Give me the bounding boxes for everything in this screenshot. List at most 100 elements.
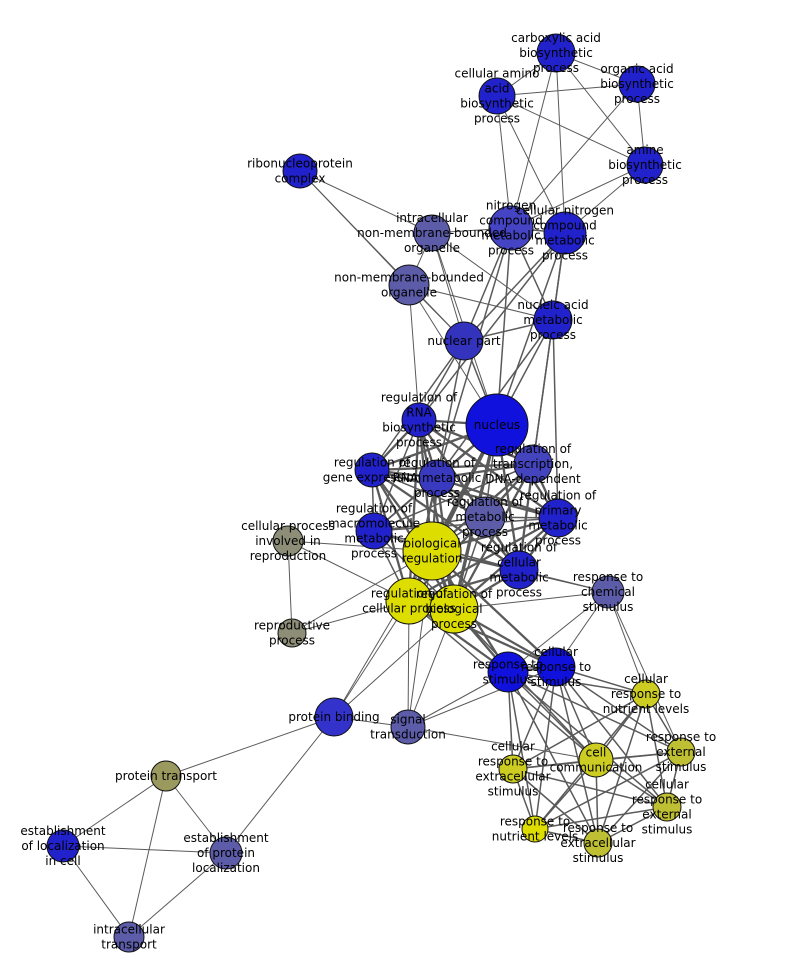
graph-node-nucleic-acid-metabolic-process[interactable] [533, 300, 573, 340]
graph-node-cellular-response-to-external-stimulus[interactable] [652, 792, 682, 822]
graph-edge [165, 716, 335, 777]
graph-node-regulation-of-transcription-dna-dependent[interactable] [513, 444, 553, 484]
graph-node-response-to-chemical-stimulus[interactable] [591, 575, 625, 609]
graph-node-label: amine biosynthetic process [608, 143, 682, 187]
graph-edge [370, 462, 535, 472]
graph-node-response-to-external-stimulus[interactable] [666, 737, 696, 767]
graph-node-regulation-of-rna-metabolic-process[interactable] [418, 459, 456, 497]
graph-node-organic-acid-biosynthetic-process[interactable] [618, 65, 656, 103]
graph-node-ribonucleoprotein-complex[interactable] [282, 153, 318, 189]
graph-edge [407, 726, 597, 761]
graph-node-biological-regulation[interactable] [402, 521, 462, 581]
graph-edge [534, 666, 557, 830]
graph-node-label: carboxylic acid biosynthetic process [511, 31, 601, 75]
graph-edge [408, 284, 554, 321]
graph-node-nuclear-part[interactable] [444, 321, 484, 361]
graph-node-label: cellular nitrogen compound metabolic proces… [516, 203, 614, 262]
graph-edge [507, 591, 609, 673]
graph-node-label: regulation of RNA biosynthetic process [381, 390, 458, 449]
graph-edge [128, 852, 227, 938]
graph-node-label: establishment of localization in cell [20, 824, 106, 868]
graph-edge [431, 232, 554, 321]
graph-node-label: regulation of transcription, DNA-dependent [485, 442, 581, 486]
graph-node-label: cellular amino acid biosynthetic process [454, 66, 539, 125]
graph-node-label: nuclear part [427, 334, 501, 348]
graph-edge [645, 693, 668, 808]
graph-node-regulation-of-cellular-metabolic-process[interactable] [499, 550, 539, 590]
graph-node-label: reproductive process [254, 618, 330, 647]
graph-edge [496, 95, 646, 166]
graph-edge [62, 845, 130, 938]
graph-node-cellular-response-to-nutrient-levels[interactable] [631, 679, 661, 709]
nodes-layer [46, 33, 696, 953]
graph-node-establishment-of-localization-in-cell[interactable] [46, 829, 80, 863]
graph-edge [507, 671, 647, 695]
graph-node-regulation-of-gene-expression[interactable] [354, 452, 390, 488]
graph-edge [510, 52, 557, 229]
graph-edge [512, 693, 647, 770]
graph-node-label: response to extracellular stimulus [560, 821, 635, 865]
graph-edge [435, 476, 560, 520]
graph-node-label: nucleus [474, 418, 520, 432]
graph-node-label: signal transduction [370, 712, 446, 741]
graph-edge [512, 768, 599, 844]
graph-node-label: intracellular transport [93, 922, 165, 951]
graph-node-label: protein transport [115, 769, 217, 783]
graph-node-regulation-of-rna-biosynthetic-process[interactable] [401, 402, 437, 438]
graph-node-label: response to external stimulus [646, 730, 716, 774]
graph-edge [510, 164, 646, 229]
graph-node-label: protein binding [288, 710, 379, 724]
graph-node-cellular-amino-acid-biosynthetic-process[interactable] [478, 77, 516, 115]
graph-node-label: cell communication [550, 745, 643, 774]
graph-node-label: intracellular non-membrane-bounded organel… [357, 211, 507, 255]
graph-edge [507, 671, 597, 761]
graph-node-label: response to chemical stimulus [573, 570, 643, 614]
graph-node-reproductive-process[interactable] [277, 618, 307, 648]
graph-node-label: ribonucleoprotein complex [247, 156, 353, 185]
graph-node-label: regulation of cellular metabolic process [481, 540, 558, 599]
graph-node-carboxylic-acid-biosynthetic-process[interactable] [536, 33, 576, 73]
graph-node-intracellular-transport[interactable] [113, 921, 145, 953]
graph-node-nitrogen-compound-metabolic-process[interactable] [488, 205, 534, 251]
graph-node-protein-transport[interactable] [150, 760, 182, 792]
graph-node-regulation-of-macromolecule-metabolic-process[interactable] [355, 512, 393, 550]
graph-node-response-to-stimulus[interactable] [487, 651, 529, 693]
graph-node-label: regulation of macromolecule metabolic proce… [328, 501, 420, 560]
graph-edge [552, 319, 559, 519]
graph-edge [496, 232, 566, 426]
graph-edge [333, 608, 455, 718]
graph-edge [534, 806, 668, 830]
graph-node-label: response to nutrient levels [492, 814, 578, 843]
graph-node-label: cellular response to external stimulus [632, 777, 702, 836]
labels-layer: carboxylic acid biosynthetic process organi… [20, 31, 716, 952]
graph-node-label: nucleic acid metabolic process [517, 298, 588, 342]
graph-edge [418, 232, 566, 421]
graph-node-regulation-of-primary-metabolic-process[interactable] [538, 498, 578, 538]
graph-node-cell-communication[interactable] [578, 742, 614, 778]
graph-node-response-to-nutrient-levels[interactable] [521, 815, 549, 843]
graph-node-protein-binding[interactable] [314, 697, 354, 737]
graph-node-signal-transduction[interactable] [390, 709, 426, 745]
graph-node-cellular-response-to-stimulus[interactable] [536, 647, 576, 687]
graph-node-label: non-membrane-bounded organelle [334, 270, 484, 299]
graph-edge [453, 591, 609, 610]
graph-node-response-to-extracellular-stimulus[interactable] [583, 828, 613, 858]
graph-node-establishment-of-protein-localization[interactable] [209, 836, 243, 870]
graph-edge [225, 716, 335, 854]
graph-edge [607, 591, 682, 753]
graph-node-nucleus[interactable] [465, 393, 529, 457]
graph-node-label: response to stimulus [473, 657, 543, 686]
graph-node-cellular-process-involved-in-reproduction[interactable] [272, 525, 304, 557]
graph-node-regulation-of-metabolic-process[interactable] [464, 496, 506, 538]
graph-edge [62, 775, 167, 847]
graph-node-cellular-nitrogen-compound-metabolic-process[interactable] [543, 211, 587, 255]
graph-node-label: cellular response to nutrient levels [603, 672, 689, 716]
graph-node-cellular-response-to-extracellular-stimulus[interactable] [498, 754, 528, 784]
graph-node-non-membrane-bounded-organelle[interactable] [388, 264, 430, 306]
graph-node-intracellular-non-membrane-bounded-organelle[interactable] [413, 214, 451, 252]
graph-edge [407, 516, 560, 603]
graph-node-amine-biosynthetic-process[interactable] [626, 146, 664, 184]
graph-node-regulation-of-biological-process[interactable] [429, 584, 479, 634]
